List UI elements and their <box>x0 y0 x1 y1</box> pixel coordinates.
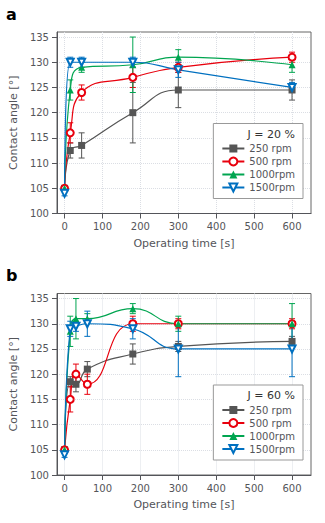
svg-text:400: 400 <box>207 483 226 494</box>
svg-text:500 rpm: 500 rpm <box>249 156 291 167</box>
svg-text:120: 120 <box>30 369 49 380</box>
svg-text:100: 100 <box>30 208 49 219</box>
svg-text:600: 600 <box>282 221 301 232</box>
svg-text:110: 110 <box>30 419 49 430</box>
svg-text:125: 125 <box>30 82 49 93</box>
svg-text:120: 120 <box>30 107 49 118</box>
svg-text:0: 0 <box>61 483 67 494</box>
svg-text:Operating time [s]: Operating time [s] <box>133 498 234 511</box>
svg-text:200: 200 <box>131 483 150 494</box>
svg-text:1000rpm: 1000rpm <box>249 169 295 180</box>
svg-text:105: 105 <box>30 183 49 194</box>
svg-text:500: 500 <box>245 221 264 232</box>
svg-text:130: 130 <box>30 318 49 329</box>
svg-text:J = 60 %: J = 60 % <box>247 389 295 402</box>
svg-text:J = 20 %: J = 20 % <box>247 128 295 141</box>
svg-text:135: 135 <box>30 32 49 43</box>
svg-text:Contact angle [°]: Contact angle [°] <box>7 76 20 170</box>
svg-text:110: 110 <box>30 158 49 169</box>
svg-text:500 rpm: 500 rpm <box>249 418 291 429</box>
svg-text:500: 500 <box>245 483 264 494</box>
svg-text:130: 130 <box>30 57 49 68</box>
svg-text:100: 100 <box>93 483 112 494</box>
svg-text:100: 100 <box>93 221 112 232</box>
svg-text:b: b <box>6 266 17 285</box>
svg-text:Contact angle [°]: Contact angle [°] <box>7 337 20 431</box>
svg-text:1500rpm: 1500rpm <box>249 444 295 455</box>
svg-text:115: 115 <box>30 394 49 405</box>
svg-text:300: 300 <box>169 221 188 232</box>
svg-text:0: 0 <box>61 221 67 232</box>
svg-text:1000rpm: 1000rpm <box>249 431 295 442</box>
svg-text:250 rpm: 250 rpm <box>249 143 291 154</box>
svg-text:100: 100 <box>30 470 49 481</box>
svg-text:105: 105 <box>30 444 49 455</box>
svg-text:Operating time [s]: Operating time [s] <box>133 237 234 250</box>
svg-text:250 rpm: 250 rpm <box>249 405 291 416</box>
svg-text:1500rpm: 1500rpm <box>249 182 295 193</box>
svg-text:a: a <box>6 5 17 24</box>
svg-text:400: 400 <box>207 221 226 232</box>
svg-text:115: 115 <box>30 132 49 143</box>
svg-text:125: 125 <box>30 343 49 354</box>
svg-text:200: 200 <box>131 221 150 232</box>
svg-text:300: 300 <box>169 483 188 494</box>
svg-text:600: 600 <box>282 483 301 494</box>
svg-text:135: 135 <box>30 293 49 304</box>
